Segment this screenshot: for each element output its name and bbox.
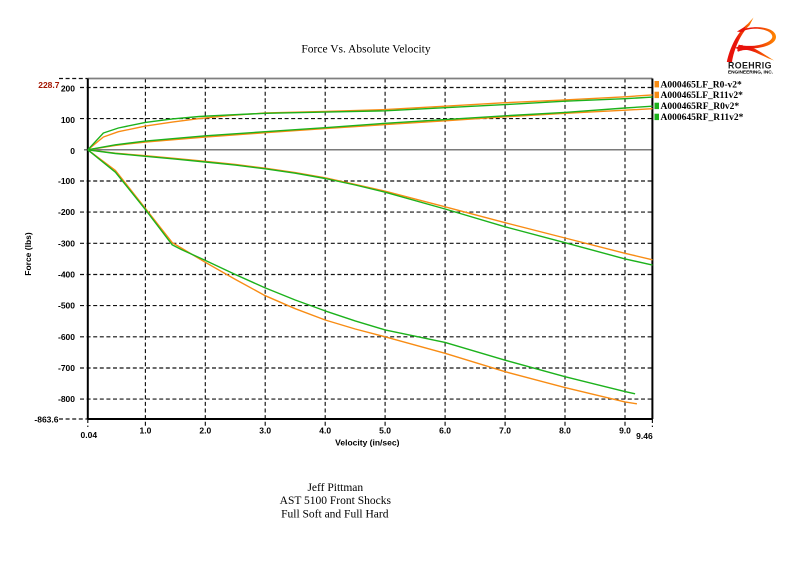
svg-text:-500: -500: [58, 301, 75, 311]
svg-text:7.0: 7.0: [499, 426, 511, 436]
svg-text:0.04: 0.04: [81, 430, 98, 440]
svg-text:Jeff Pittman: Jeff Pittman: [307, 482, 363, 494]
svg-text:100: 100: [61, 115, 75, 125]
svg-text:A000465LF_R0-v2*: A000465LF_R0-v2*: [661, 80, 743, 90]
svg-text:A000645RF_R11v2*: A000645RF_R11v2*: [661, 113, 744, 123]
svg-text:6.0: 6.0: [439, 426, 451, 436]
svg-text:9.46: 9.46: [636, 431, 653, 441]
svg-text:3.0: 3.0: [259, 426, 271, 436]
svg-text:-100: -100: [58, 176, 75, 186]
svg-text:9.0: 9.0: [619, 426, 631, 436]
svg-text:5.0: 5.0: [379, 426, 391, 436]
svg-text:4.0: 4.0: [319, 426, 331, 436]
svg-text:Force Vs. Absolute Velocity: Force Vs. Absolute Velocity: [301, 44, 431, 56]
svg-text:AST 5100 Front Shocks: AST 5100 Front Shocks: [280, 495, 392, 507]
svg-text:Full Soft and Full Hard: Full Soft and Full Hard: [281, 508, 389, 520]
svg-text:-400: -400: [58, 270, 75, 280]
svg-text:ENGINEERING, INC.: ENGINEERING, INC.: [728, 70, 773, 76]
svg-text:1.0: 1.0: [139, 426, 151, 436]
svg-text:-863.6: -863.6: [34, 415, 58, 425]
svg-text:-700: -700: [58, 363, 75, 373]
svg-text:0: 0: [70, 146, 75, 156]
svg-text:-200: -200: [58, 207, 75, 217]
svg-text:-600: -600: [58, 332, 75, 342]
svg-text:2.0: 2.0: [199, 426, 211, 436]
svg-text:A000465RF_R0v2*: A000465RF_R0v2*: [661, 102, 740, 112]
svg-text:200: 200: [61, 84, 75, 94]
svg-text:-800: -800: [58, 394, 75, 404]
svg-text:228.7: 228.7: [38, 80, 60, 90]
svg-text:-300: -300: [58, 238, 75, 248]
svg-text:Force (lbs): Force (lbs): [23, 232, 33, 276]
svg-text:8.0: 8.0: [559, 426, 571, 436]
svg-text:ROEHRIG: ROEHRIG: [728, 61, 772, 71]
svg-text:A000465LF_R11v2*: A000465LF_R11v2*: [661, 91, 744, 101]
svg-text:Velocity (in/sec): Velocity (in/sec): [335, 437, 399, 447]
